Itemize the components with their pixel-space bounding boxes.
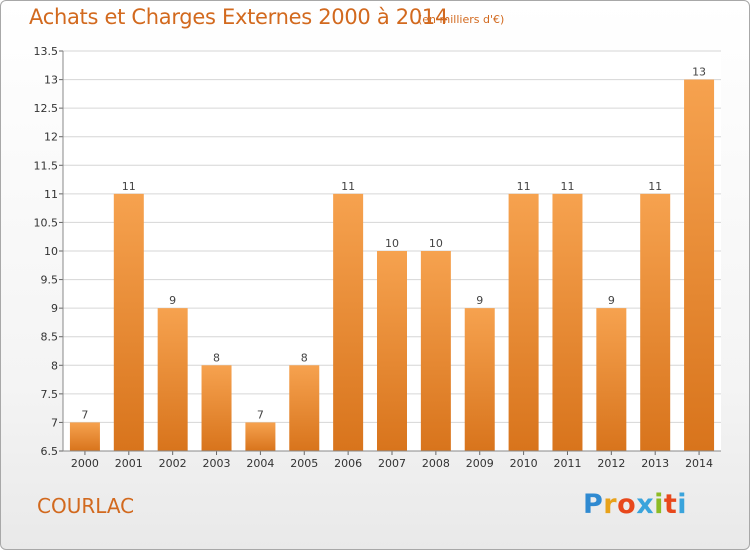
bar (69, 422, 100, 451)
logo-letter: x (636, 489, 655, 520)
x-tick-label: 2006 (334, 457, 362, 470)
y-tick-label: 12 (44, 131, 58, 144)
logo-letter: t (663, 489, 678, 520)
data-label: 13 (692, 66, 706, 79)
x-tick-label: 2001 (115, 457, 143, 470)
bar (596, 308, 627, 451)
data-label: 8 (213, 351, 220, 364)
logo-letter: o (617, 489, 637, 520)
data-label: 11 (648, 180, 662, 193)
data-label: 9 (608, 294, 615, 307)
logo-letter: r (603, 489, 618, 520)
data-label: 7 (81, 408, 88, 421)
bar (201, 365, 232, 451)
bar (552, 193, 583, 451)
bar (289, 365, 320, 451)
x-tick-label: 2004 (246, 457, 274, 470)
y-tick-label: 7 (51, 416, 58, 429)
proxiti-logo: Proxiti (583, 489, 687, 520)
x-tick-label: 2007 (378, 457, 406, 470)
y-tick-label: 9.5 (41, 274, 59, 287)
x-tick-label: 2013 (641, 457, 669, 470)
bar (508, 193, 539, 451)
data-label: 7 (257, 408, 264, 421)
x-tick-label: 2005 (290, 457, 318, 470)
logo-letter: P (583, 489, 604, 520)
y-tick-label: 6.5 (41, 445, 59, 458)
y-tick-label: 9 (51, 302, 58, 315)
y-tick-label: 10.5 (34, 216, 59, 229)
x-tick-label: 2011 (553, 457, 581, 470)
x-tick-label: 2003 (203, 457, 231, 470)
data-label: 11 (517, 180, 531, 193)
x-tick-label: 2009 (466, 457, 494, 470)
x-tick-label: 2010 (510, 457, 538, 470)
data-label: 11 (341, 180, 355, 193)
data-label: 8 (301, 351, 308, 364)
chart-subtitle: (en milliers d'€) (418, 13, 505, 26)
x-tick-label: 2000 (71, 457, 99, 470)
y-tick-label: 11 (44, 188, 58, 201)
y-tick-label: 7.5 (41, 388, 59, 401)
bar (333, 193, 364, 451)
data-label: 11 (122, 180, 136, 193)
bar (377, 251, 407, 451)
bar (113, 193, 144, 451)
y-tick-label: 8 (51, 359, 58, 372)
x-tick-label: 2014 (685, 457, 713, 470)
chart-title: Achats et Charges Externes 2000 à 2014 (29, 5, 449, 29)
bar (640, 193, 671, 451)
data-label: 9 (476, 294, 483, 307)
data-label: 10 (385, 237, 399, 250)
x-tick-label: 2002 (159, 457, 187, 470)
logo-letter: i (654, 489, 664, 520)
bar (157, 308, 188, 451)
y-tick-label: 11.5 (34, 159, 59, 172)
x-tick-label: 2008 (422, 457, 450, 470)
y-tick-label: 10 (44, 245, 58, 258)
data-label: 10 (429, 237, 443, 250)
bar (420, 251, 451, 451)
bar (684, 79, 715, 452)
commune-name: COURLAC (37, 494, 135, 518)
y-tick-label: 12.5 (34, 102, 59, 115)
y-tick-label: 13.5 (34, 45, 59, 58)
x-tick-label: 2012 (597, 457, 625, 470)
y-tick-label: 8.5 (41, 331, 59, 344)
data-label: 9 (169, 294, 176, 307)
logo-letter: i (677, 489, 688, 520)
data-label: 11 (560, 180, 574, 193)
bar (464, 308, 495, 451)
y-tick-label: 13 (44, 74, 58, 87)
bar (245, 422, 276, 451)
